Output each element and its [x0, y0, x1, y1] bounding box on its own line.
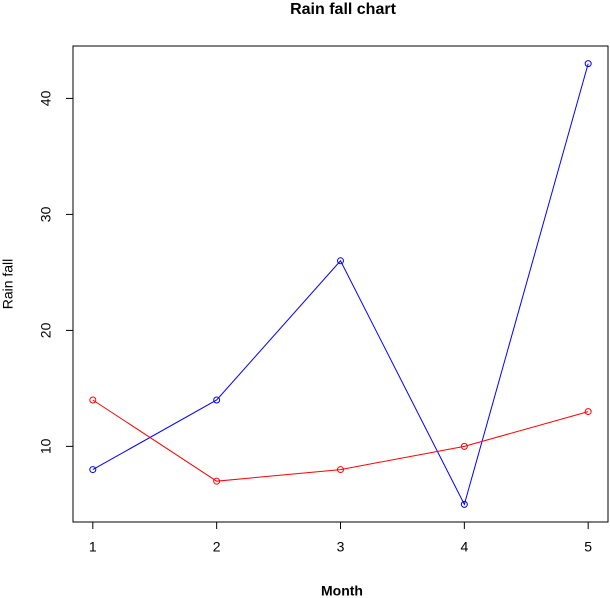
data-point: [460, 500, 468, 508]
x-axis-label: Month: [321, 583, 363, 598]
data-point: [337, 466, 344, 474]
y-tick-label: 10: [38, 438, 54, 454]
series-line: [92, 399, 589, 482]
x-tick-label: 1: [89, 539, 97, 555]
y-tick-label: 20: [38, 322, 54, 338]
y-tick-label: 30: [38, 206, 54, 222]
data-point: [89, 466, 97, 474]
data-point: [337, 257, 344, 265]
y-axis-label: Rain fall: [0, 259, 16, 310]
chart-title: Rain fall chart: [290, 1, 396, 18]
x-tick-label: 2: [213, 539, 221, 555]
data-point: [460, 442, 468, 450]
data-point: [89, 396, 97, 404]
series-line: [92, 63, 589, 506]
data-point: [213, 477, 221, 485]
data-point: [584, 60, 592, 68]
x-tick-label: 5: [584, 539, 592, 555]
x-tick-label: 3: [337, 539, 345, 555]
y-tick-label: 40: [38, 90, 54, 106]
data-point: [213, 396, 221, 404]
data-point: [584, 408, 592, 416]
x-tick-label: 4: [460, 539, 468, 555]
